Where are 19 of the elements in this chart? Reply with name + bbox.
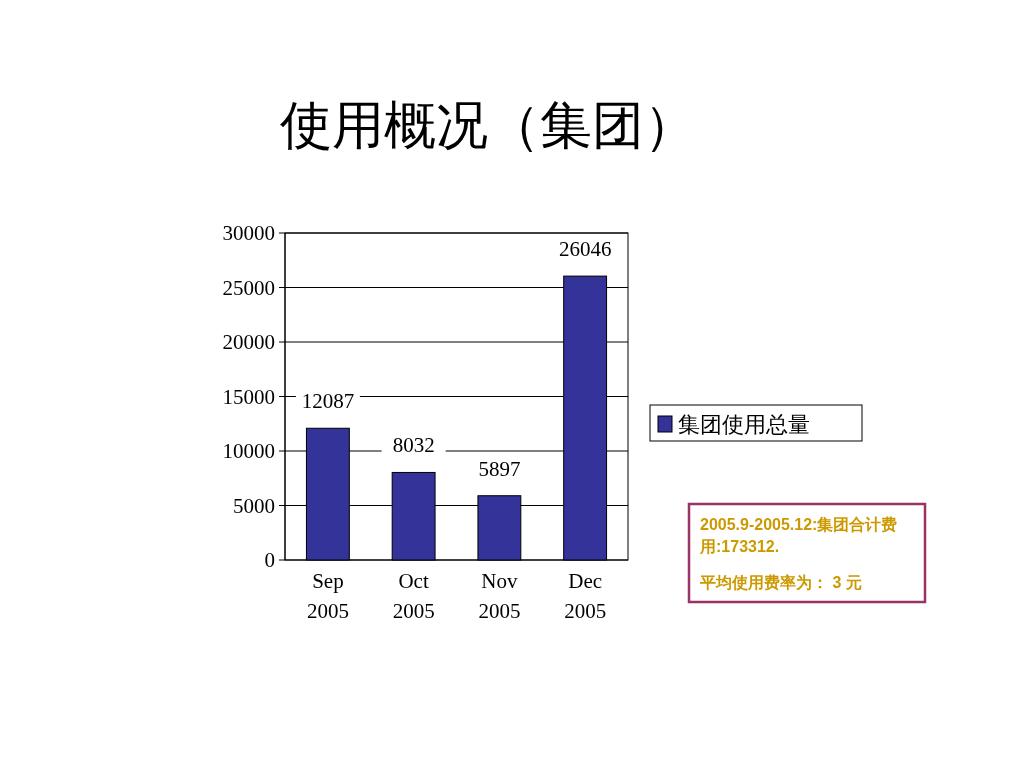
y-tick-label: 20000 — [222, 330, 275, 355]
data-label: 5897 — [478, 456, 521, 481]
y-tick-label: 10000 — [222, 439, 275, 464]
y-tick-label: 0 — [264, 548, 275, 573]
x-tick-label: Dec 2005 — [564, 569, 607, 623]
data-label: 8032 — [392, 433, 435, 458]
x-tick-label: Sep 2005 — [306, 569, 349, 623]
text: 2005.9-2005.12:集团合计费用:173312. — [699, 516, 898, 555]
y-tick-label: 30000 — [222, 221, 275, 246]
data-label: 26046 — [558, 237, 612, 262]
legend-label: 集团使用总量 — [678, 411, 810, 437]
chart-title: 使用概况（集团） — [280, 97, 696, 154]
data-label: 12087 — [301, 389, 355, 414]
x-tick-label: Nov 2005 — [478, 569, 521, 623]
y-tick-label: 25000 — [222, 275, 275, 300]
x-tick-label: Oct 2005 — [392, 569, 435, 623]
y-tick-label: 5000 — [233, 493, 275, 518]
y-tick-label: 15000 — [222, 384, 275, 409]
text: 平均使用费率为： 3 元 — [699, 573, 862, 591]
